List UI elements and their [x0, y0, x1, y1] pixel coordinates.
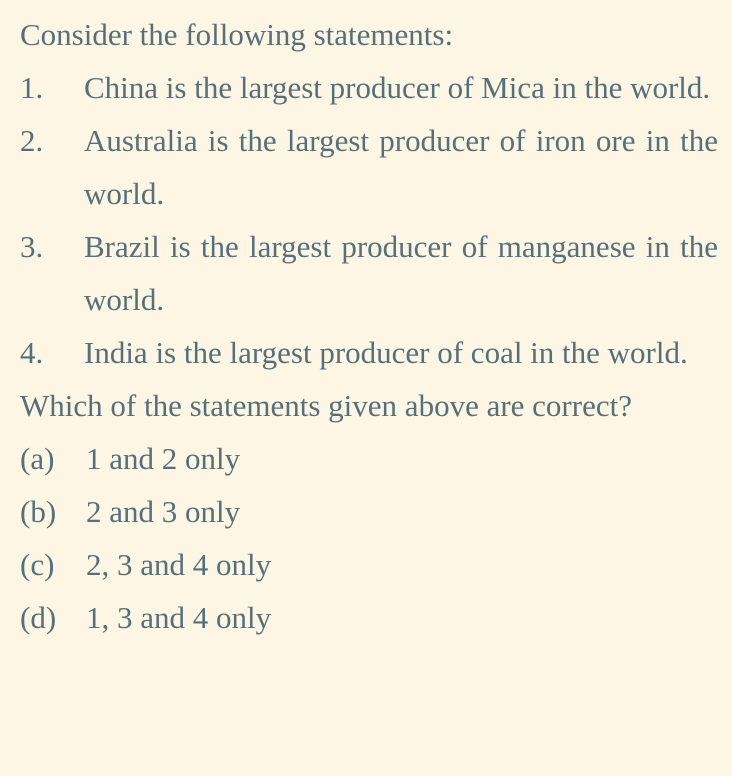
option-label: (b)	[20, 494, 57, 529]
statement-number: 1.	[20, 70, 44, 105]
question-text: Which of the statements given above are …	[20, 388, 632, 423]
statement-text: India is the largest producer of coal in…	[84, 335, 688, 370]
option-d[interactable]: (d) 1, 3 and 4 only	[20, 591, 718, 644]
statement-text: Australia is the largest producer of iro…	[84, 123, 718, 211]
statement-number: 3.	[20, 229, 44, 264]
option-c[interactable]: (c) 2, 3 and 4 only	[20, 538, 718, 591]
option-label: (d)	[20, 600, 57, 635]
option-text: 1 and 2 only	[86, 441, 241, 476]
option-b[interactable]: (b) 2 and 3 only	[20, 485, 718, 538]
option-label: (c)	[20, 547, 55, 582]
option-text: 2 and 3 only	[86, 494, 241, 529]
option-a[interactable]: (a) 1 and 2 only	[20, 432, 718, 485]
intro-text: Consider the following statements:	[20, 17, 454, 52]
statement-item: 2. Australia is the largest producer of …	[20, 114, 718, 220]
statement-text: China is the largest producer of Mica in…	[84, 70, 711, 105]
statement-item: 1. China is the largest producer of Mica…	[20, 61, 718, 114]
option-label: (a)	[20, 441, 55, 476]
statement-item: 4. India is the largest producer of coal…	[20, 326, 718, 379]
statement-text: Brazil is the largest producer of mangan…	[84, 229, 718, 317]
statement-list: 1. China is the largest producer of Mica…	[20, 61, 718, 379]
statement-number: 4.	[20, 335, 44, 370]
option-text: 2, 3 and 4 only	[86, 547, 272, 582]
option-list: (a) 1 and 2 only (b) 2 and 3 only (c) 2,…	[20, 432, 718, 644]
statement-item: 3. Brazil is the largest producer of man…	[20, 220, 718, 326]
option-text: 1, 3 and 4 only	[86, 600, 272, 635]
statement-number: 2.	[20, 123, 44, 158]
